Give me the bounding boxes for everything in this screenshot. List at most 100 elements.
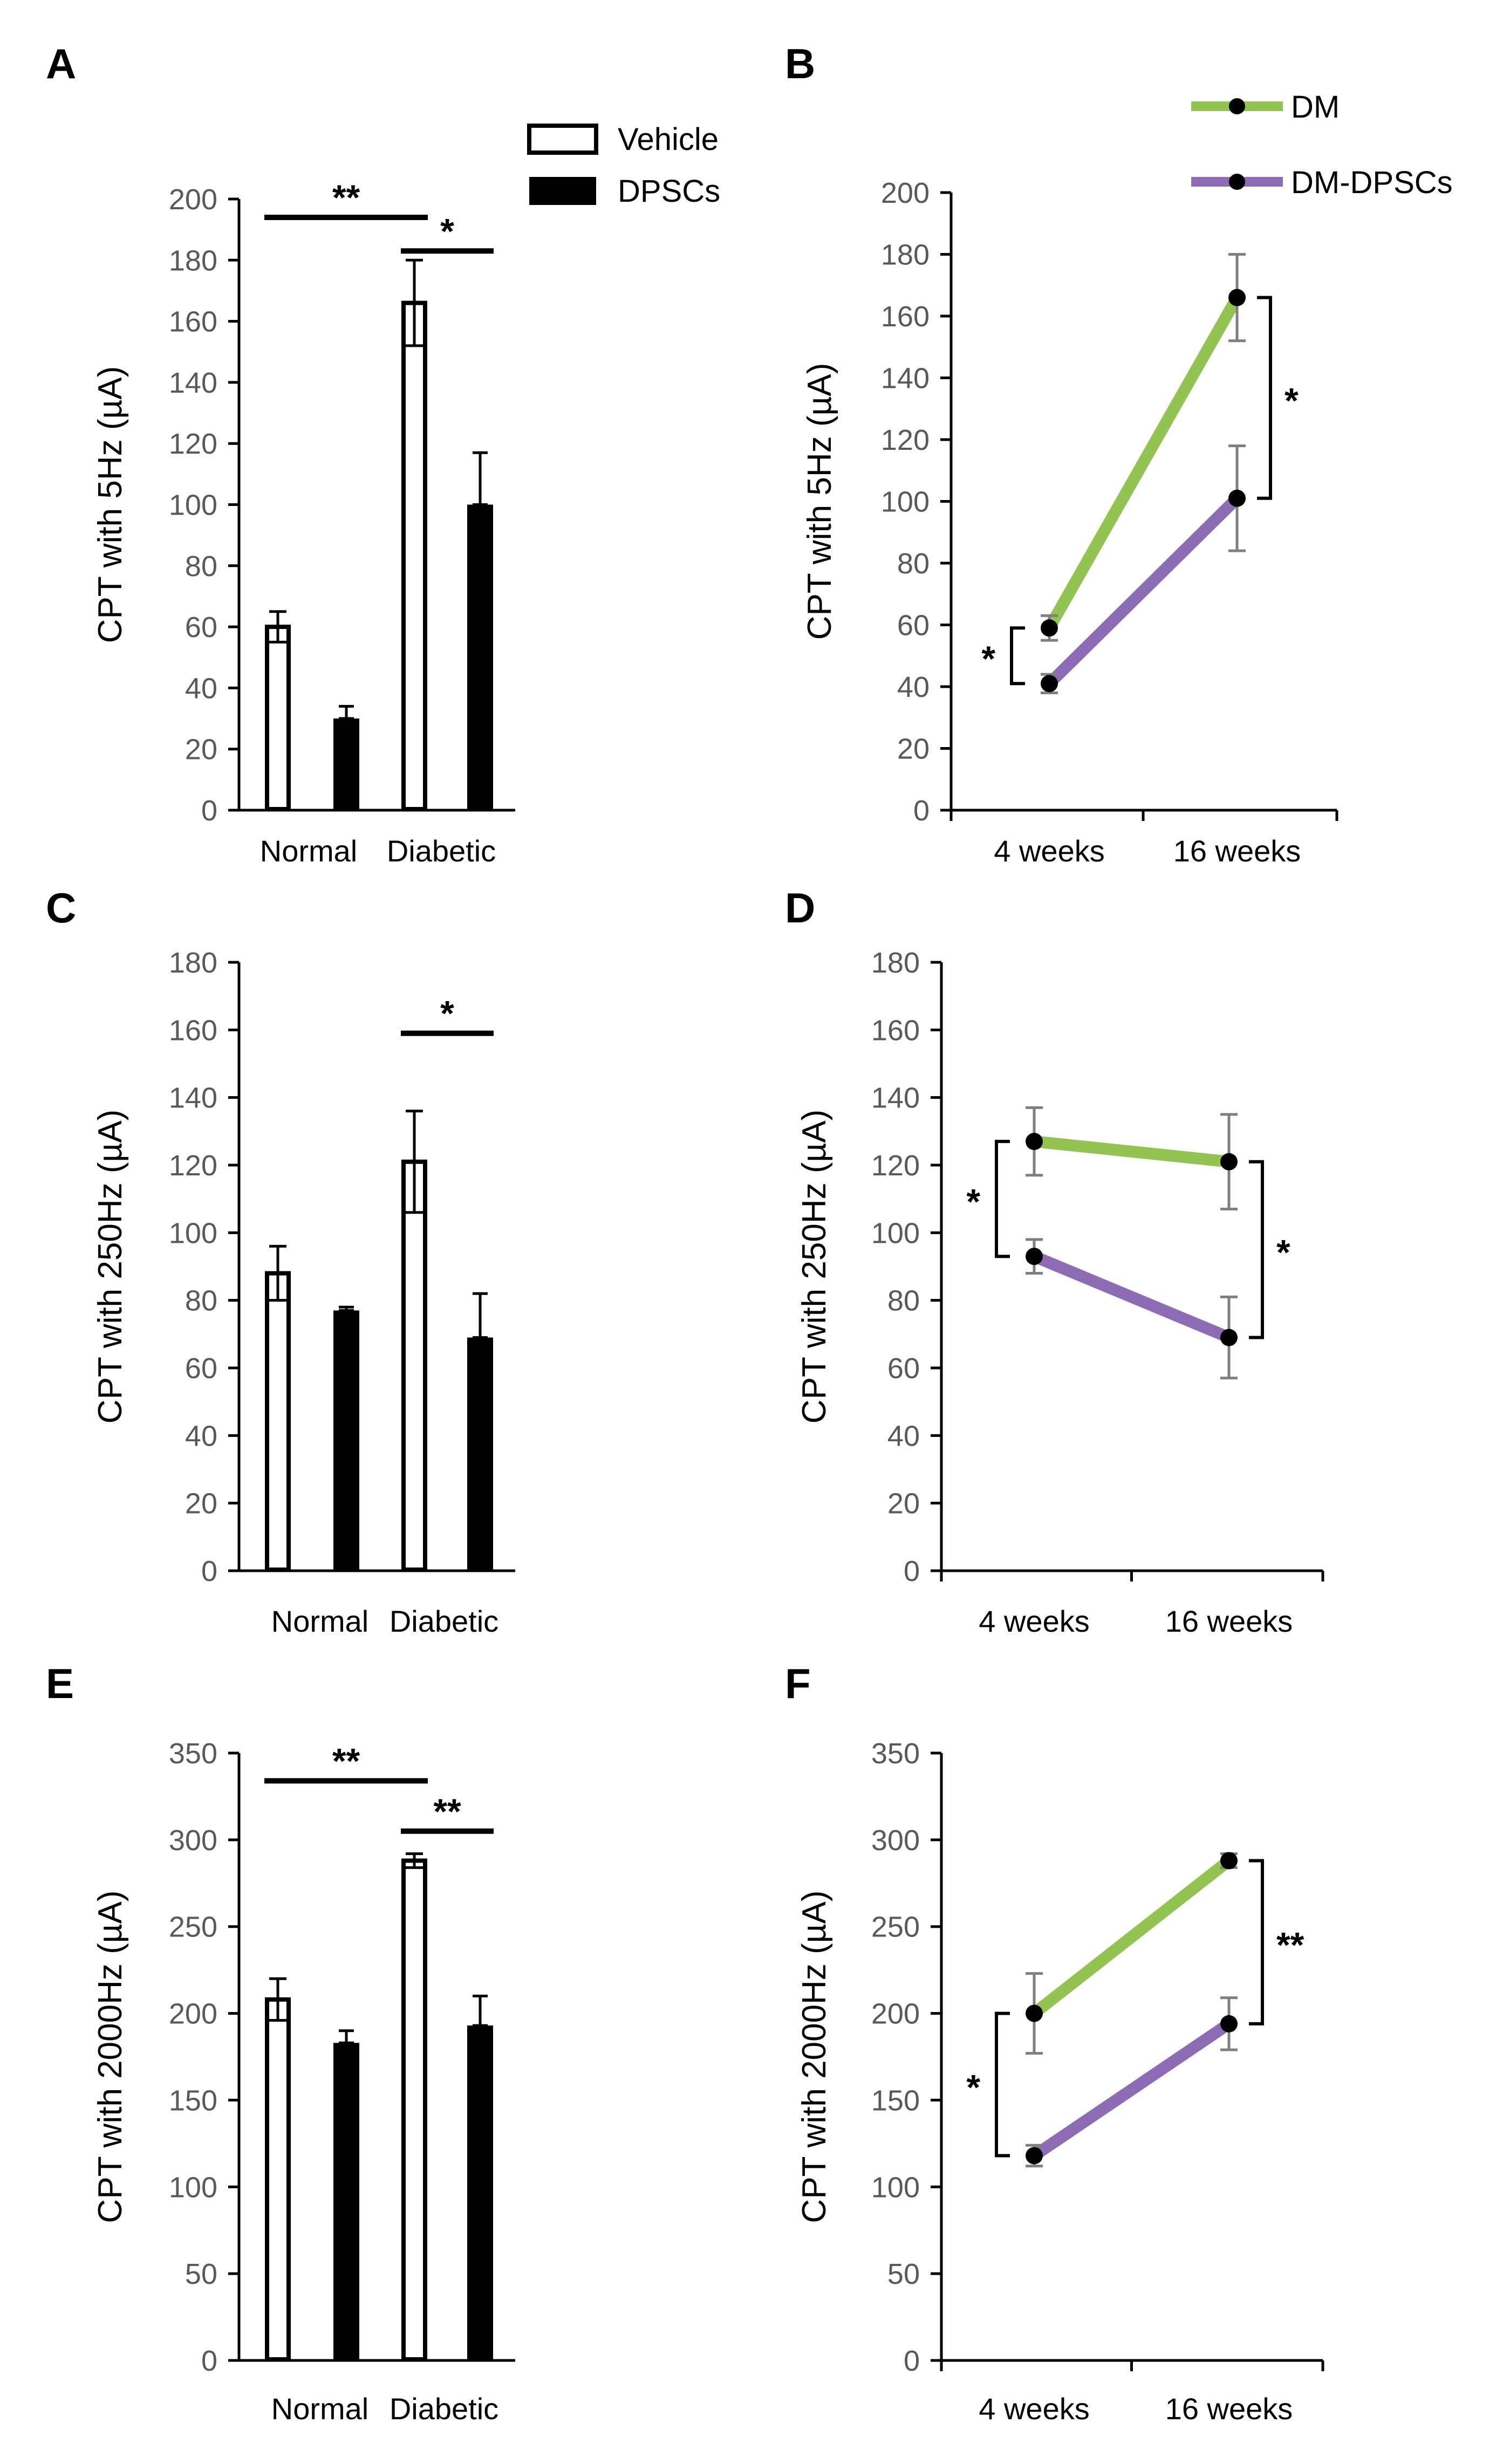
series-line-dm-dpscs — [1043, 492, 1243, 690]
data-point-dm — [1041, 619, 1058, 637]
legend-label-dpscs: DPSCs — [618, 174, 720, 209]
y-tick-label-A: 60 — [185, 611, 217, 644]
legend-item-dm: DM — [1191, 90, 1340, 125]
y-tick-label-A: 40 — [185, 672, 217, 704]
data-point-dm-dpscs — [1041, 675, 1058, 693]
data-point-dm-dpscs — [1026, 2147, 1043, 2165]
panel-letter-A: A — [46, 40, 76, 87]
panel-letter-F: F — [785, 1660, 811, 1707]
y-tick-label-C: 0 — [201, 1555, 217, 1587]
y-axis-title-D: CPT with 250Hz (µA) — [796, 1110, 833, 1423]
y-tick-label-C: 40 — [185, 1420, 217, 1452]
legend-swatch-vehicle — [527, 124, 598, 155]
significance-mark-C: * — [440, 994, 454, 1033]
y-tick-label-D: 120 — [871, 1149, 920, 1182]
series-line-dm-dpscs — [1028, 2017, 1235, 2162]
y-tick-label-F: 300 — [871, 1824, 920, 1857]
y-tick-label-C: 80 — [185, 1285, 217, 1317]
y-tick-label-C: 140 — [169, 1082, 217, 1114]
significance-mark-A: * — [440, 211, 454, 251]
y-tick-label-B: 160 — [881, 300, 930, 333]
legend-label-vehicle: Vehicle — [618, 122, 719, 157]
bar-diabetic-dpscs — [467, 2025, 493, 2360]
y-tick-label-F: 250 — [871, 1911, 920, 1943]
x-tick-label-B: 16 weeks — [1173, 834, 1301, 868]
y-tick-label-B: 40 — [897, 671, 930, 703]
legend-label-dm: DM — [1291, 90, 1340, 125]
data-point-dm — [1228, 289, 1246, 306]
significance-bracket-B — [1010, 626, 1025, 686]
y-tick-label-A: 140 — [169, 367, 217, 399]
y-axis-title-E: CPT with 2000Hz (µA) — [92, 1891, 129, 2223]
y-tick-label-E: 300 — [169, 1824, 217, 1857]
category-label-diabetic: Diabetic — [390, 2392, 498, 2426]
panel-letter-C: C — [46, 884, 76, 932]
significance-mark-A: ** — [332, 177, 360, 217]
y-tick-label-B: 100 — [881, 486, 930, 518]
y-tick-label-A: 160 — [169, 306, 217, 338]
legend-item-dpscs: DPSCs — [529, 174, 720, 209]
y-tick-label-E: 100 — [169, 2171, 217, 2203]
y-tick-label-E: 150 — [169, 2084, 217, 2117]
y-tick-label-E: 350 — [169, 1737, 217, 1770]
x-tick-label-D: 4 weeks — [979, 1604, 1089, 1638]
series-line-dm-dpscs — [1028, 1250, 1235, 1344]
bar-diabetic-dpscs — [467, 504, 493, 810]
panel-D: 0 20 40 60 80 100 120 140 160 180 CPT with 250Hz (… — [785, 884, 1324, 1638]
panel-A: 0 20 40 60 80 100 120 140 160 180 200 CPT with 5Hz … — [46, 40, 515, 868]
y-tick-label-A: 80 — [185, 550, 217, 583]
series-line-dm — [1028, 1135, 1235, 1168]
y-tick-label-F: 150 — [871, 2084, 920, 2117]
y-tick-label-A: 0 — [201, 795, 217, 827]
significance-mark-D: * — [966, 1182, 980, 1222]
y-tick-label-E: 0 — [201, 2345, 217, 2377]
data-point-dm-dpscs — [1220, 2015, 1238, 2032]
y-tick-label-D: 40 — [887, 1420, 920, 1452]
y-axis-title-F: CPT with 2000Hz (µA) — [796, 1891, 833, 2223]
y-tick-label-F: 0 — [904, 2345, 920, 2377]
bar-normal-vehicle — [265, 1271, 291, 1572]
panel-E: 0 50 100 150 200 250 300 350 CPT with 2000Hz (µA… — [46, 1660, 515, 2426]
y-tick-label-A: 120 — [169, 428, 217, 460]
y-tick-label-C: 120 — [169, 1149, 217, 1182]
x-tick-label-F: 16 weeks — [1165, 2392, 1293, 2426]
legend-marker-dm — [1229, 98, 1245, 114]
bar-diabetic-dpscs — [467, 1337, 493, 1571]
data-point-dm — [1220, 1852, 1238, 1870]
y-tick-label-C: 60 — [185, 1352, 217, 1385]
y-tick-label-D: 20 — [887, 1488, 920, 1520]
category-label-diabetic: Diabetic — [387, 834, 496, 868]
y-tick-label-D: 60 — [887, 1352, 920, 1385]
significance-bracket-F — [995, 2011, 1010, 2158]
bar-normal-dpscs — [333, 1310, 359, 1571]
legend-label-dm-dpscs: DM-DPSCs — [1291, 165, 1453, 200]
data-point-dm — [1026, 2004, 1043, 2022]
significance-mark-F: ** — [1276, 1925, 1304, 1965]
y-tick-label-A: 20 — [185, 734, 217, 766]
y-tick-label-C: 100 — [169, 1217, 217, 1249]
y-tick-label-B: 60 — [897, 610, 930, 642]
panel-letter-D: D — [785, 884, 815, 932]
y-tick-label-B: 20 — [897, 733, 930, 765]
series-line-dm — [1028, 1854, 1235, 2020]
data-point-dm-dpscs — [1228, 489, 1246, 507]
y-tick-label-B: 200 — [881, 177, 930, 209]
y-tick-label-A: 180 — [169, 244, 217, 277]
legend-swatch-dpscs — [529, 177, 596, 205]
y-tick-label-B: 140 — [881, 362, 930, 395]
significance-mark-B: * — [981, 639, 995, 679]
line-legend: DM DM-DPSCs — [1191, 90, 1453, 200]
panel-letter-B: B — [785, 40, 815, 87]
legend-item-vehicle: Vehicle — [527, 122, 719, 157]
significance-mark-E: ** — [332, 1741, 360, 1781]
x-tick-label-B: 4 weeks — [994, 834, 1104, 868]
significance-mark-D: * — [1276, 1233, 1290, 1272]
panel-B: 0 20 40 60 80 100 120 140 160 180 200 CPT with 5Hz … — [785, 40, 1338, 868]
y-tick-label-E: 250 — [169, 1911, 217, 1943]
significance-mark-E: ** — [433, 1791, 461, 1831]
y-tick-label-D: 180 — [871, 947, 920, 979]
y-tick-label-C: 160 — [169, 1014, 217, 1046]
y-tick-label-F: 100 — [871, 2171, 920, 2203]
y-tick-label-A: 200 — [169, 183, 217, 216]
